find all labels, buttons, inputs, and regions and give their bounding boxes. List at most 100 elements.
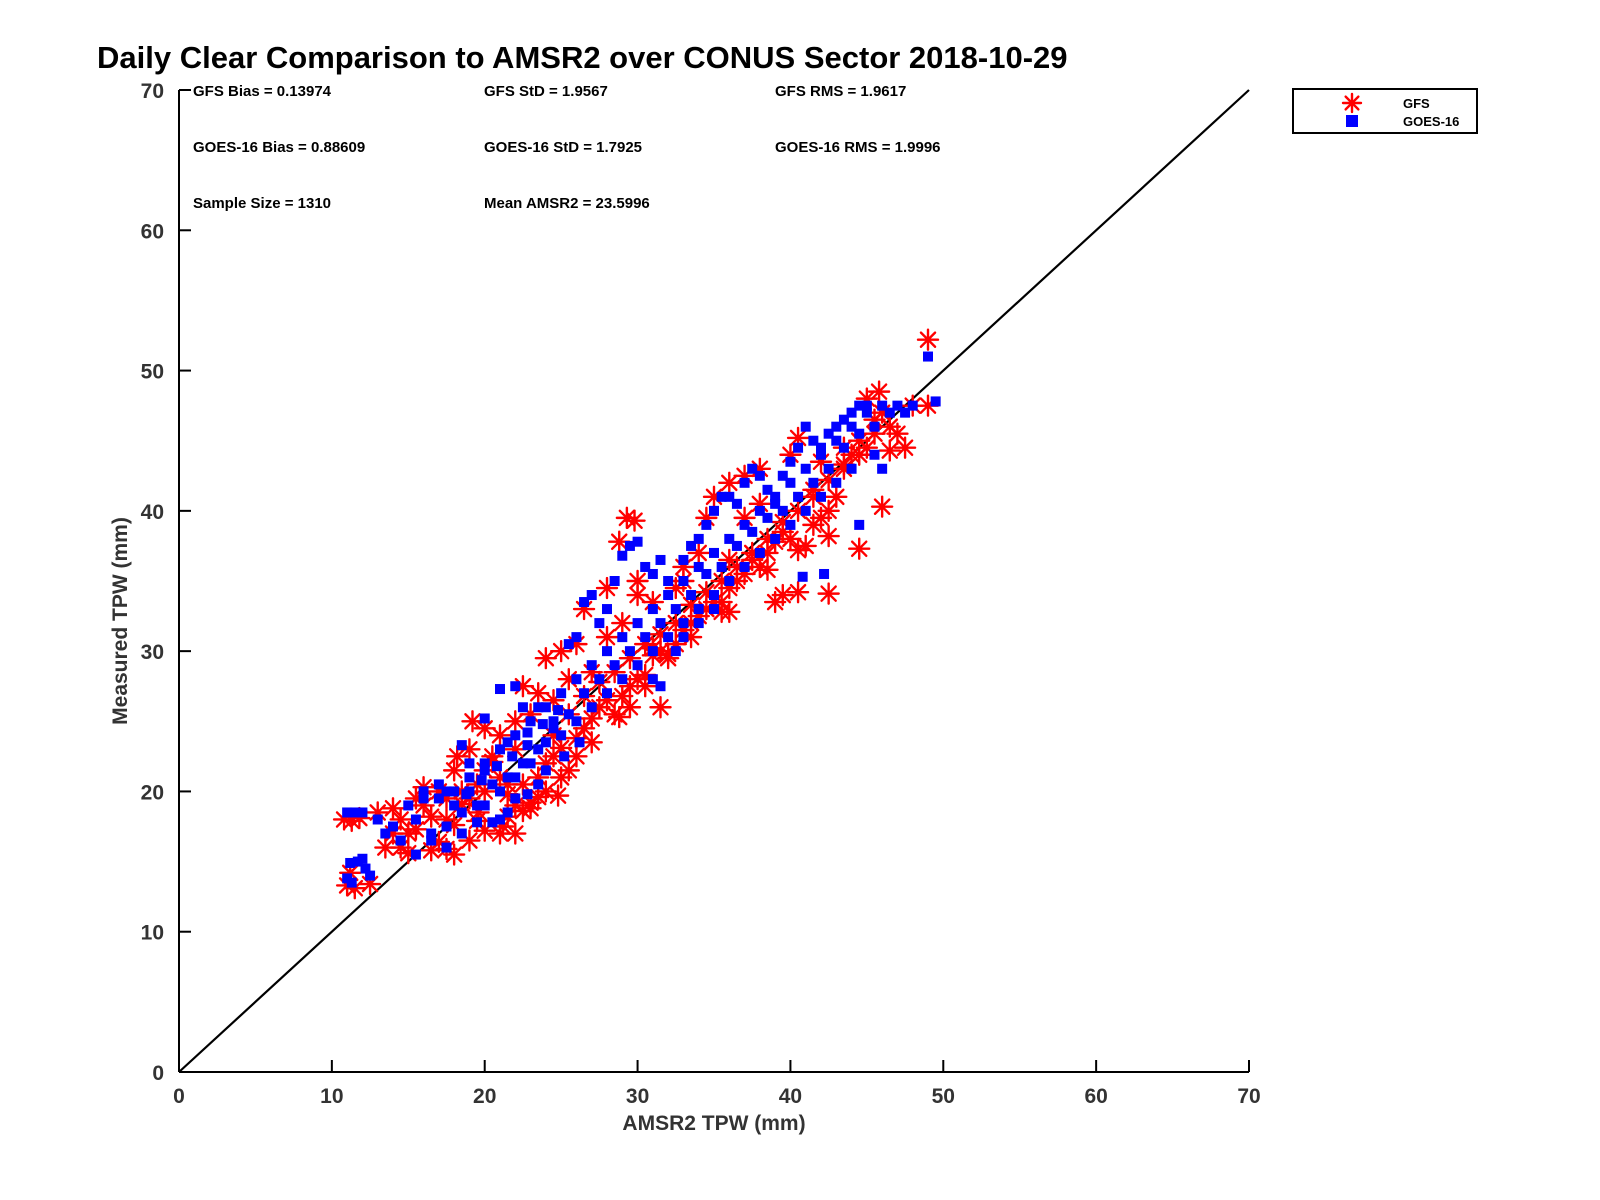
- goes-16-point: [823, 463, 834, 474]
- goes-16-point: [571, 674, 582, 685]
- goes-16-point: [770, 498, 781, 509]
- gfs-point: [870, 495, 894, 518]
- goes-16-point: [693, 561, 704, 572]
- gfs-point: [549, 766, 573, 789]
- goes-16-point: [777, 470, 788, 481]
- goes-16-point: [838, 442, 849, 453]
- goes-16-point: [574, 737, 585, 748]
- gfs-point: [718, 471, 741, 494]
- goes-16-point: [579, 688, 590, 699]
- goes-16-point: [540, 765, 551, 776]
- gfs-point: [374, 836, 397, 859]
- goes-16-point: [647, 674, 658, 685]
- goes-16-point: [831, 421, 842, 432]
- goes-16-point: [571, 632, 582, 643]
- goes-16-point: [892, 400, 903, 411]
- gfs-point: [779, 527, 802, 551]
- goes-16-point: [701, 568, 712, 579]
- gfs-point: [718, 600, 741, 624]
- gfs-point: [534, 646, 558, 670]
- goes-16-point: [785, 519, 796, 530]
- gfs-point: [549, 639, 573, 663]
- goes-16-point: [816, 442, 826, 453]
- goes-16-point: [762, 484, 773, 495]
- goes-16-point: [563, 709, 574, 720]
- y-tick-label: 10: [141, 922, 164, 945]
- goes-16-point: [655, 618, 666, 629]
- goes-16-point: [522, 740, 533, 751]
- goes-16-point: [831, 435, 842, 446]
- goes-16-point: [869, 449, 880, 460]
- goes-16-point: [540, 737, 551, 748]
- goes-16-point: [777, 505, 788, 516]
- legend-gfs-label: GFS: [1403, 96, 1430, 111]
- gfs-point: [786, 581, 810, 604]
- goes-16-point: [632, 660, 643, 671]
- goes-16-point: [502, 807, 513, 818]
- goes-16-point: [553, 705, 564, 716]
- gfs-point: [916, 328, 940, 351]
- goes-16-point: [464, 758, 475, 769]
- goes-16-point: [388, 821, 398, 832]
- goes-16-point: [540, 702, 551, 713]
- goes-16-point: [670, 646, 681, 657]
- goes-16-point: [449, 800, 460, 811]
- goes-16-point: [907, 400, 918, 411]
- goes-16-point: [709, 505, 719, 516]
- gfs-point: [504, 822, 527, 845]
- gfs-point: [848, 443, 871, 466]
- x-tick-label: 30: [626, 1085, 649, 1108]
- goes-16-point: [525, 716, 536, 727]
- gfs-point: [546, 784, 570, 807]
- goes-16-point: [594, 674, 605, 685]
- x-tick-label: 20: [473, 1085, 496, 1108]
- goes-16-point: [609, 660, 620, 671]
- goes-16-point: [770, 533, 781, 544]
- goes-16-point: [594, 618, 605, 629]
- goes-16-point: [395, 835, 406, 846]
- goes-16-point: [517, 758, 528, 769]
- goes-16-point: [655, 681, 666, 692]
- goes-16-point: [602, 646, 612, 657]
- goes-16-point: [663, 632, 674, 643]
- goes-16-point: [537, 719, 548, 730]
- goes-16-point: [586, 660, 597, 671]
- gfs-point: [608, 705, 631, 729]
- goes-16-point: [365, 870, 376, 881]
- y-tick-label: 0: [152, 1062, 164, 1085]
- goes-16-point: [762, 512, 773, 523]
- goes-16-point: [693, 604, 704, 615]
- goes-16-point: [609, 576, 620, 586]
- goes-16-point: [884, 407, 895, 418]
- gfs-point: [626, 583, 649, 607]
- goes-16-point: [617, 550, 628, 561]
- goes-16-point: [479, 765, 490, 776]
- stat-label: GOES-16 StD = 1.7925: [484, 139, 642, 156]
- gfs-point: [381, 797, 405, 820]
- goes-16-point: [785, 456, 796, 467]
- goes-16-point: [510, 730, 521, 741]
- gfs-point: [848, 537, 871, 560]
- goes-16-point: [854, 428, 865, 439]
- stats-annotations: GFS Bias = 0.13974 GFS StD = 1.9567 GFS RM…: [193, 83, 941, 212]
- x-tick-label: 60: [1084, 1085, 1107, 1108]
- goes-16-point: [410, 814, 421, 825]
- goes-16-point: [716, 491, 727, 502]
- goes-16-point: [403, 800, 414, 811]
- gfs-point: [867, 380, 891, 403]
- x-tick-label: 10: [320, 1085, 343, 1108]
- goes-16-point: [770, 491, 781, 502]
- goes-16-point: [724, 491, 735, 502]
- goes-16-point: [678, 618, 689, 629]
- goes-16-point: [678, 554, 689, 565]
- goes-16-point: [647, 646, 658, 657]
- goes-16-point: [426, 828, 437, 839]
- x-tick-label: 0: [173, 1085, 185, 1108]
- goes-16-point: [663, 576, 674, 586]
- goes-16-point: [472, 800, 483, 811]
- goes-16-point: [410, 849, 421, 860]
- goes-16-point: [476, 775, 487, 786]
- goes-16-point: [461, 789, 472, 800]
- goes-16-point: [640, 632, 651, 643]
- goes-16-point: [846, 421, 857, 432]
